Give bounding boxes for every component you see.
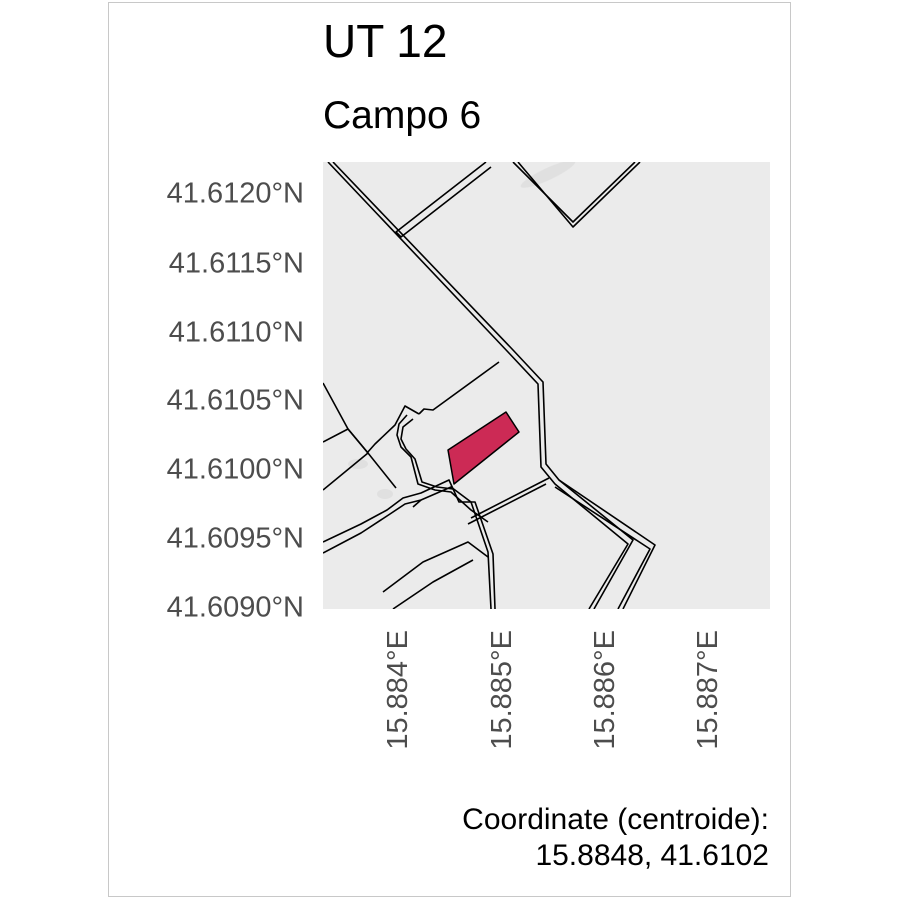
x-tick-label: 15.887°E: [692, 630, 724, 750]
map-title: UT 12: [323, 15, 448, 67]
boundary-line: [396, 414, 489, 523]
boundary-line: [382, 541, 489, 593]
centroid-caption: Coordinate (centroide): 15.8848, 41.6102: [462, 802, 769, 874]
boundary-line: [395, 161, 492, 238]
y-tick-label: 41.6090°N: [166, 591, 304, 624]
y-tick-label: 41.6105°N: [166, 384, 304, 417]
boundary-line: [558, 479, 656, 610]
x-tick-label: 15.884°E: [382, 630, 414, 750]
map-canvas: [322, 160, 770, 610]
x-tick-label: 15.886°E: [589, 630, 621, 750]
parcel-boundaries: [322, 161, 656, 610]
highlighted-field-polygon[interactable]: [447, 411, 520, 485]
map-panel: [322, 160, 770, 614]
y-tick-label: 41.6120°N: [166, 177, 304, 210]
boundary-line: [366, 405, 420, 454]
boundary-line: [322, 428, 369, 491]
y-axis-labels: 41.6120°N 41.6115°N 41.6110°N 41.6105°N …: [0, 0, 304, 900]
x-tick-label: 15.885°E: [486, 630, 518, 750]
boundary-line: [467, 483, 547, 525]
boundary-line: [517, 161, 641, 228]
boundary-line: [470, 477, 550, 519]
y-tick-label: 41.6115°N: [168, 247, 304, 280]
map-subtitle: Campo 6: [323, 94, 482, 137]
boundary-line: [332, 161, 634, 610]
boundary-line: [327, 161, 629, 610]
boundary-line: [512, 161, 636, 223]
boundary-line: [400, 418, 454, 490]
y-tick-label: 41.6100°N: [166, 453, 304, 486]
caption-line-coordinates: 15.8848, 41.6102: [535, 839, 769, 872]
y-tick-label: 41.6110°N: [168, 316, 304, 349]
y-tick-label: 41.6095°N: [166, 522, 304, 555]
boundary-line: [554, 486, 651, 610]
boundary-line: [418, 361, 500, 415]
boundary-line: [392, 559, 474, 610]
boundary-line: [412, 499, 422, 508]
caption-line-label: Coordinate (centroide):: [462, 803, 769, 836]
